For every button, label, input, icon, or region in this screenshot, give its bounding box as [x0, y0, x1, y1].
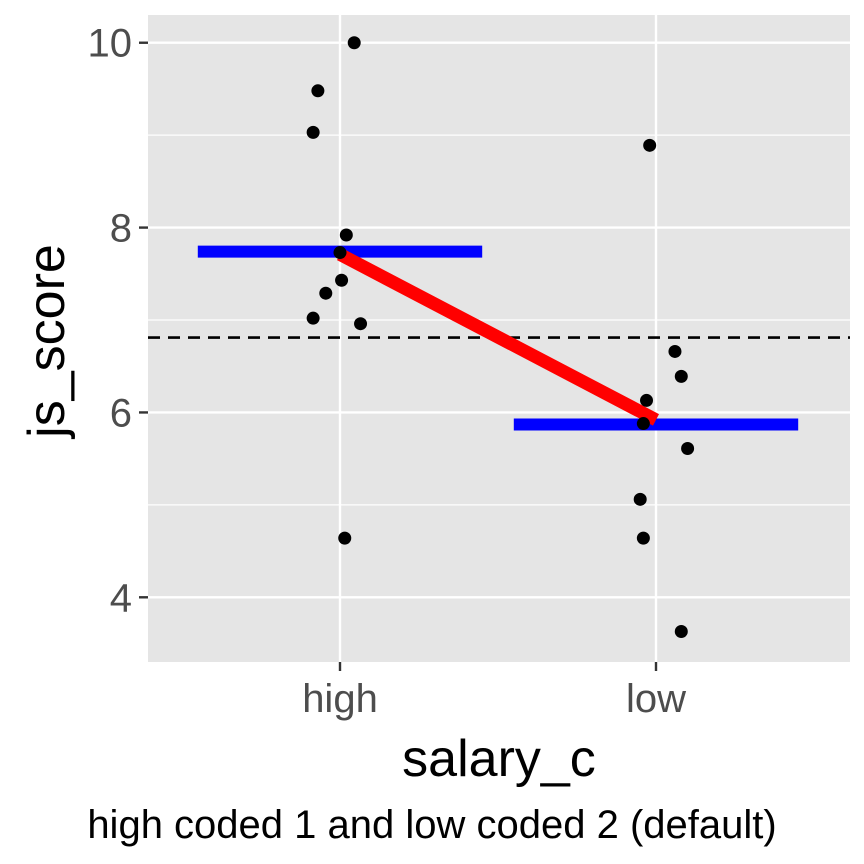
data-point — [643, 138, 657, 152]
data-point — [335, 273, 349, 287]
y-tick-label: 10 — [88, 22, 133, 66]
data-point — [319, 286, 333, 300]
axis-layer: 4 6 8 10 high low — [88, 22, 687, 721]
data-point — [633, 492, 647, 506]
y-axis-title: js_score — [18, 244, 76, 440]
data-point — [636, 531, 650, 545]
y-tick-label: 6 — [110, 391, 132, 435]
x-tick-label: low — [626, 677, 686, 721]
data-point — [311, 84, 325, 98]
data-point — [674, 624, 688, 638]
data-point — [339, 228, 353, 242]
y-tick-label: 4 — [110, 576, 132, 620]
data-point — [306, 311, 320, 325]
data-point — [306, 125, 320, 139]
grid-layer — [148, 15, 850, 662]
data-point — [333, 246, 347, 260]
data-point — [338, 531, 352, 545]
x-tick-label: high — [302, 677, 378, 721]
data-point — [681, 441, 695, 455]
data-point — [636, 417, 650, 431]
data-point — [640, 393, 654, 407]
data-point — [668, 344, 682, 358]
x-axis-title: salary_c — [402, 730, 596, 788]
data-point — [347, 36, 361, 50]
y-tick-label: 8 — [110, 207, 132, 251]
regression-layer — [336, 248, 660, 426]
chart-caption: high coded 1 and low coded 2 (default) — [87, 803, 776, 847]
regression-line — [336, 248, 660, 426]
data-point — [354, 317, 368, 331]
data-point — [674, 369, 688, 383]
points-layer — [306, 36, 695, 638]
